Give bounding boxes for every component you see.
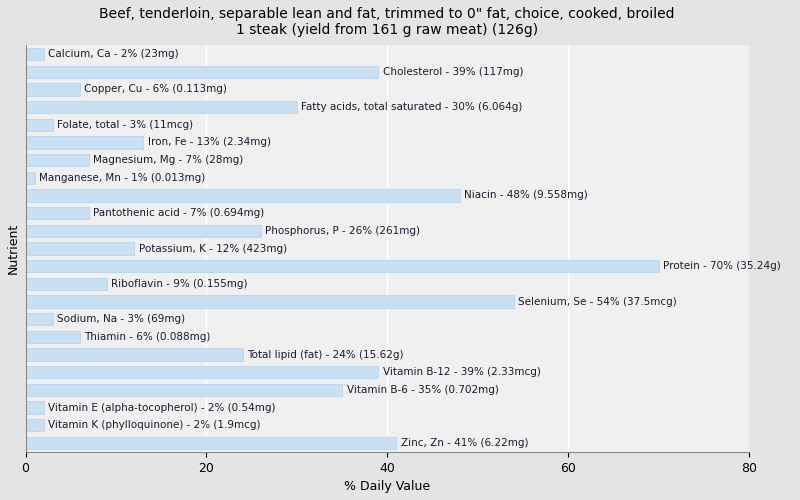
Text: Iron, Fe - 13% (2.34mg): Iron, Fe - 13% (2.34mg)	[147, 138, 270, 147]
Bar	[26, 384, 342, 396]
Text: Potassium, K - 12% (423mg): Potassium, K - 12% (423mg)	[138, 244, 286, 254]
Text: Protein - 70% (35.24g): Protein - 70% (35.24g)	[663, 261, 781, 271]
Text: Phosphorus, P - 26% (261mg): Phosphorus, P - 26% (261mg)	[265, 226, 420, 236]
Bar	[26, 84, 80, 96]
Text: Riboflavin - 9% (0.155mg): Riboflavin - 9% (0.155mg)	[111, 279, 248, 289]
Bar	[26, 348, 242, 361]
Text: Vitamin K (phylloquinone) - 2% (1.9mcg): Vitamin K (phylloquinone) - 2% (1.9mcg)	[48, 420, 261, 430]
Text: Selenium, Se - 54% (37.5mcg): Selenium, Se - 54% (37.5mcg)	[518, 296, 677, 306]
Text: Vitamin B-12 - 39% (2.33mcg): Vitamin B-12 - 39% (2.33mcg)	[382, 367, 541, 377]
Text: Magnesium, Mg - 7% (28mg): Magnesium, Mg - 7% (28mg)	[94, 155, 243, 165]
Text: Zinc, Zn - 41% (6.22mg): Zinc, Zn - 41% (6.22mg)	[401, 438, 528, 448]
Bar	[26, 402, 43, 414]
Bar	[26, 136, 143, 148]
X-axis label: % Daily Value: % Daily Value	[344, 480, 430, 493]
Bar	[26, 278, 107, 290]
Text: Copper, Cu - 6% (0.113mg): Copper, Cu - 6% (0.113mg)	[84, 84, 227, 94]
Bar	[26, 419, 43, 432]
Bar	[26, 224, 261, 237]
Text: Fatty acids, total saturated - 30% (6.064g): Fatty acids, total saturated - 30% (6.06…	[302, 102, 522, 112]
Bar	[26, 101, 297, 114]
Text: Vitamin B-6 - 35% (0.702mg): Vitamin B-6 - 35% (0.702mg)	[346, 385, 498, 395]
Text: Folate, total - 3% (11mcg): Folate, total - 3% (11mcg)	[57, 120, 194, 130]
Title: Beef, tenderloin, separable lean and fat, trimmed to 0" fat, choice, cooked, bro: Beef, tenderloin, separable lean and fat…	[99, 7, 675, 37]
Text: Vitamin E (alpha-tocopherol) - 2% (0.54mg): Vitamin E (alpha-tocopherol) - 2% (0.54m…	[48, 402, 276, 412]
Y-axis label: Nutrient: Nutrient	[7, 223, 20, 274]
Text: Pantothenic acid - 7% (0.694mg): Pantothenic acid - 7% (0.694mg)	[94, 208, 265, 218]
Bar	[26, 296, 514, 308]
Bar	[26, 66, 378, 78]
Text: Total lipid (fat) - 24% (15.62g): Total lipid (fat) - 24% (15.62g)	[247, 350, 403, 360]
Bar	[26, 330, 80, 343]
Bar	[26, 172, 34, 184]
Text: Calcium, Ca - 2% (23mg): Calcium, Ca - 2% (23mg)	[48, 49, 178, 59]
Bar	[26, 313, 53, 326]
Bar	[26, 260, 658, 272]
Text: Manganese, Mn - 1% (0.013mg): Manganese, Mn - 1% (0.013mg)	[39, 173, 206, 183]
Bar	[26, 366, 378, 378]
Bar	[26, 437, 396, 449]
Bar	[26, 207, 89, 220]
Bar	[26, 154, 89, 166]
Bar	[26, 242, 134, 254]
Text: Cholesterol - 39% (117mg): Cholesterol - 39% (117mg)	[382, 67, 523, 77]
Text: Thiamin - 6% (0.088mg): Thiamin - 6% (0.088mg)	[84, 332, 210, 342]
Bar	[26, 190, 459, 202]
Text: Niacin - 48% (9.558mg): Niacin - 48% (9.558mg)	[464, 190, 588, 200]
Text: Sodium, Na - 3% (69mg): Sodium, Na - 3% (69mg)	[57, 314, 186, 324]
Bar	[26, 118, 53, 131]
Bar	[26, 48, 43, 60]
